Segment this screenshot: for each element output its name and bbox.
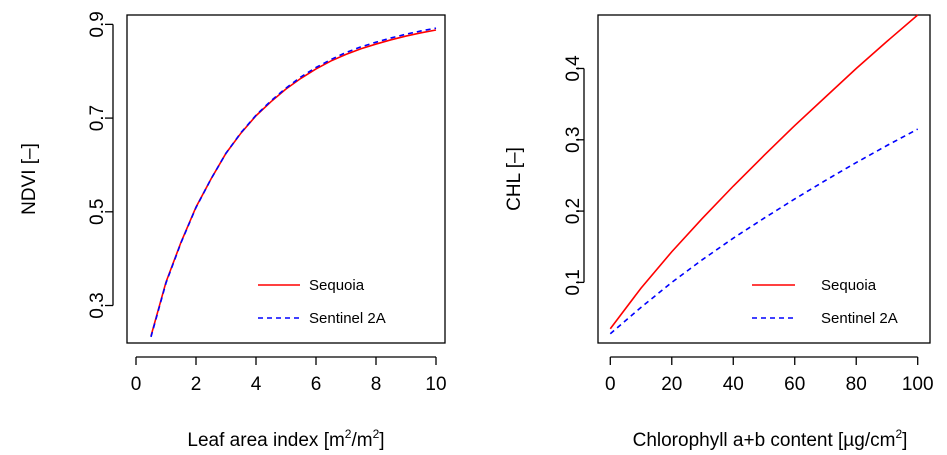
x-axis: 0 2 4 6 8 10 [131, 356, 447, 395]
y-tick-label: 0.9 [87, 11, 108, 37]
x-tick-label: 60 [784, 374, 805, 395]
x-tick-label: 0 [605, 374, 616, 395]
x-axis: 0 20 40 60 80 100 [605, 356, 934, 395]
legend: Sequoia Sentinel 2A [752, 277, 898, 327]
series-line-sequoia [150, 29, 437, 337]
series-lines [609, 14, 919, 335]
legend: Sequoia Sentinel 2A [258, 277, 386, 327]
chl-content-panel: 0 20 40 60 80 100 0.1 0.2 0.3 0.4 Sequoia Sentine… [504, 14, 934, 451]
x-axis-title: Leaf area index [m2/m2] [187, 427, 384, 451]
y-tick-label: 0.2 [563, 198, 584, 224]
x-tick-label: 4 [251, 374, 262, 395]
x-tick-label: 80 [846, 374, 867, 395]
y-axis-title: CHL [–] [504, 147, 525, 211]
y-axis: 0.3 0.5 0.7 0.9 [87, 11, 114, 319]
x-tick-label: 20 [661, 374, 682, 395]
series-lines [150, 27, 437, 338]
y-tick-label: 0.3 [87, 292, 108, 318]
plot-frame [597, 14, 931, 344]
y-tick-label: 0.4 [563, 55, 584, 82]
x-tick-label: 2 [191, 374, 202, 395]
legend-label: Sequoia [309, 277, 365, 294]
legend-label: Sequoia [821, 277, 877, 294]
x-axis-title: Chlorophyll a+b content [µg/cm2] [633, 427, 908, 451]
plot-frame [126, 14, 446, 344]
series-line-sentinel-2a [150, 27, 437, 338]
y-axis: 0.1 0.2 0.3 0.4 [563, 55, 585, 296]
legend-label: Sentinel 2A [309, 310, 386, 327]
x-tick-label: 8 [371, 374, 382, 395]
legend-label: Sentinel 2A [821, 310, 898, 327]
y-tick-label: 0.7 [87, 105, 108, 131]
x-tick-label: 100 [902, 374, 934, 395]
series-line-sequoia [609, 14, 919, 330]
series-line-sentinel-2a [609, 128, 919, 335]
x-tick-label: 40 [723, 374, 744, 395]
y-tick-label: 0.3 [563, 127, 584, 153]
x-tick-label: 6 [311, 374, 322, 395]
y-tick-label: 0.1 [563, 269, 584, 295]
x-tick-label: 0 [131, 374, 142, 395]
x-tick-label: 10 [425, 374, 446, 395]
y-axis-title: NDVI [–] [19, 143, 40, 215]
y-tick-label: 0.5 [87, 199, 108, 225]
